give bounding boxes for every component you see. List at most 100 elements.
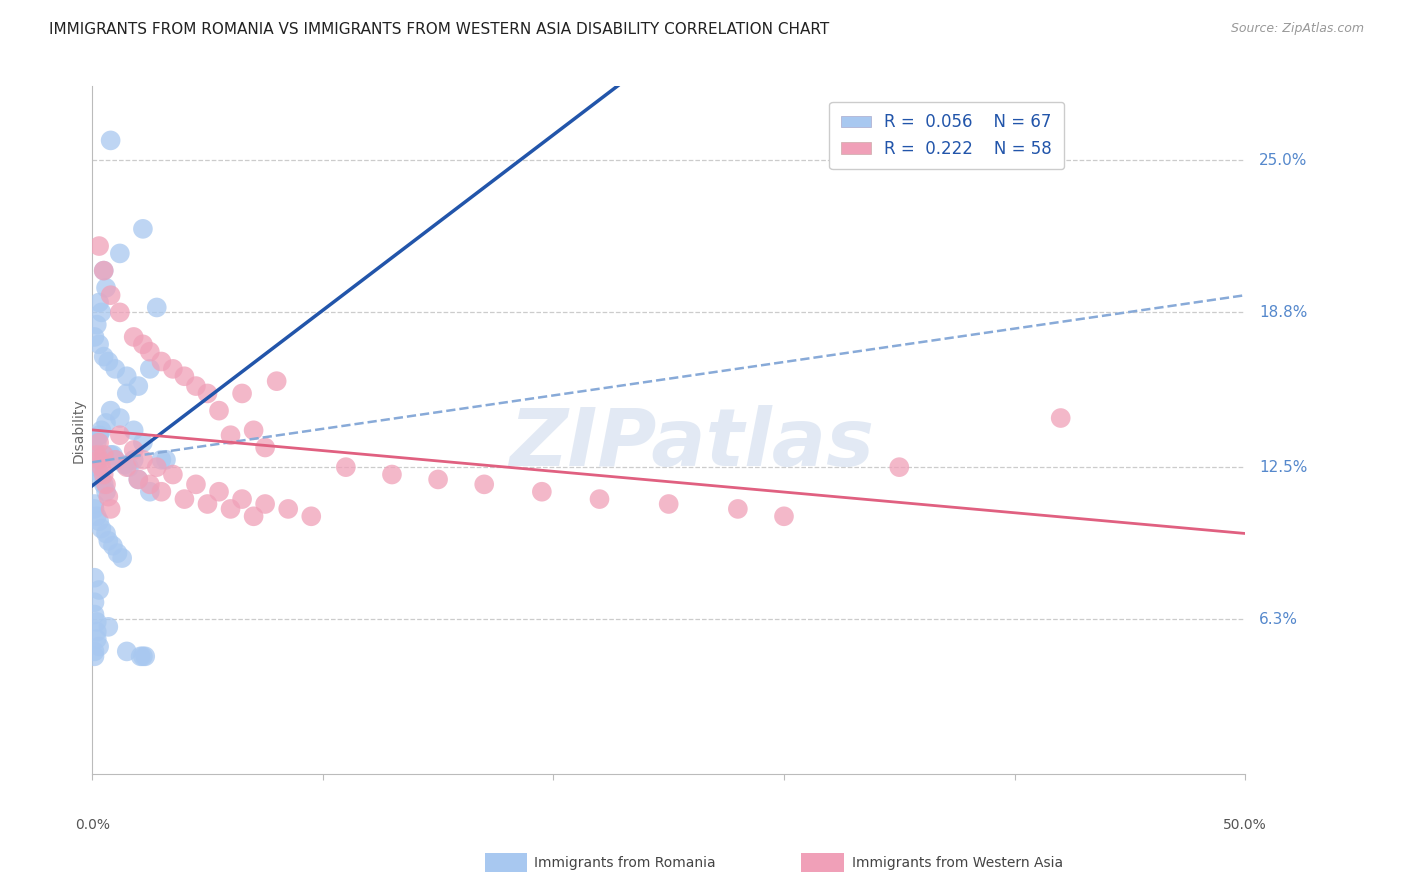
- Point: [87, 582, 110, 597]
- Point: [94, 281, 117, 295]
- Point: [104, 452, 127, 467]
- Point: [197, 497, 219, 511]
- Point: [86, 318, 108, 332]
- Point: [83, 644, 105, 658]
- Point: [132, 222, 155, 236]
- Point: [90, 522, 112, 536]
- Point: [87, 295, 110, 310]
- Point: [530, 484, 553, 499]
- Point: [150, 452, 173, 467]
- Text: 6.3%: 6.3%: [1258, 612, 1298, 627]
- Point: [86, 509, 108, 524]
- Point: [83, 595, 105, 609]
- Point: [266, 374, 288, 388]
- Point: [231, 386, 253, 401]
- Text: ZIPatlas: ZIPatlas: [509, 405, 875, 483]
- Point: [150, 354, 173, 368]
- Point: [87, 239, 110, 253]
- Point: [118, 460, 141, 475]
- Point: [197, 386, 219, 401]
- Point: [97, 620, 120, 634]
- Point: [127, 472, 149, 486]
- Point: [101, 539, 124, 553]
- Point: [97, 490, 120, 504]
- Point: [87, 514, 110, 528]
- Point: [97, 533, 120, 548]
- Point: [132, 435, 155, 450]
- Point: [100, 448, 122, 462]
- Point: [122, 423, 145, 437]
- Point: [83, 442, 105, 457]
- Point: [90, 472, 112, 486]
- Point: [1049, 411, 1071, 425]
- Point: [90, 305, 112, 319]
- Point: [727, 502, 749, 516]
- Point: [254, 441, 277, 455]
- Text: 12.5%: 12.5%: [1258, 459, 1308, 475]
- Point: [87, 435, 110, 450]
- Point: [100, 502, 122, 516]
- Point: [115, 460, 138, 475]
- Point: [184, 477, 207, 491]
- Point: [90, 460, 112, 475]
- Point: [93, 263, 115, 277]
- Point: [889, 460, 911, 475]
- Point: [86, 460, 108, 475]
- Point: [83, 497, 105, 511]
- Point: [83, 607, 105, 622]
- Text: 50.0%: 50.0%: [1223, 819, 1267, 832]
- Point: [139, 477, 162, 491]
- Point: [94, 416, 117, 430]
- Point: [162, 362, 184, 376]
- Point: [122, 452, 145, 467]
- Point: [86, 624, 108, 639]
- Point: [86, 615, 108, 629]
- Point: [83, 502, 105, 516]
- Point: [208, 403, 231, 417]
- Point: [122, 442, 145, 457]
- Point: [658, 497, 681, 511]
- Point: [381, 467, 404, 482]
- Point: [155, 452, 177, 467]
- Point: [93, 467, 115, 482]
- Text: Source: ZipAtlas.com: Source: ZipAtlas.com: [1230, 22, 1364, 36]
- Point: [104, 362, 127, 376]
- Point: [111, 551, 134, 566]
- Point: [86, 632, 108, 647]
- Point: [254, 497, 277, 511]
- Point: [145, 301, 167, 315]
- Point: [134, 649, 156, 664]
- Point: [132, 649, 155, 664]
- Point: [115, 644, 138, 658]
- Point: [129, 649, 152, 664]
- Point: [335, 460, 357, 475]
- Point: [219, 502, 242, 516]
- Point: [427, 472, 450, 486]
- Point: [773, 509, 796, 524]
- Point: [242, 423, 264, 437]
- Text: Immigrants from Romania: Immigrants from Romania: [534, 855, 716, 870]
- Point: [108, 246, 131, 260]
- Point: [145, 460, 167, 475]
- Point: [104, 452, 127, 467]
- Point: [219, 428, 242, 442]
- Text: 0.0%: 0.0%: [75, 819, 110, 832]
- Point: [127, 379, 149, 393]
- Point: [588, 492, 610, 507]
- Point: [173, 369, 195, 384]
- Text: IMMIGRANTS FROM ROMANIA VS IMMIGRANTS FROM WESTERN ASIA DISABILITY CORRELATION C: IMMIGRANTS FROM ROMANIA VS IMMIGRANTS FR…: [49, 22, 830, 37]
- Point: [115, 369, 138, 384]
- Point: [472, 477, 495, 491]
- Point: [162, 467, 184, 482]
- Point: [93, 350, 115, 364]
- Point: [94, 477, 117, 491]
- Point: [150, 484, 173, 499]
- Point: [87, 337, 110, 351]
- Point: [100, 403, 122, 417]
- Point: [93, 448, 115, 462]
- Point: [114, 458, 136, 472]
- Point: [122, 330, 145, 344]
- Point: [87, 640, 110, 654]
- Point: [94, 526, 117, 541]
- Point: [93, 263, 115, 277]
